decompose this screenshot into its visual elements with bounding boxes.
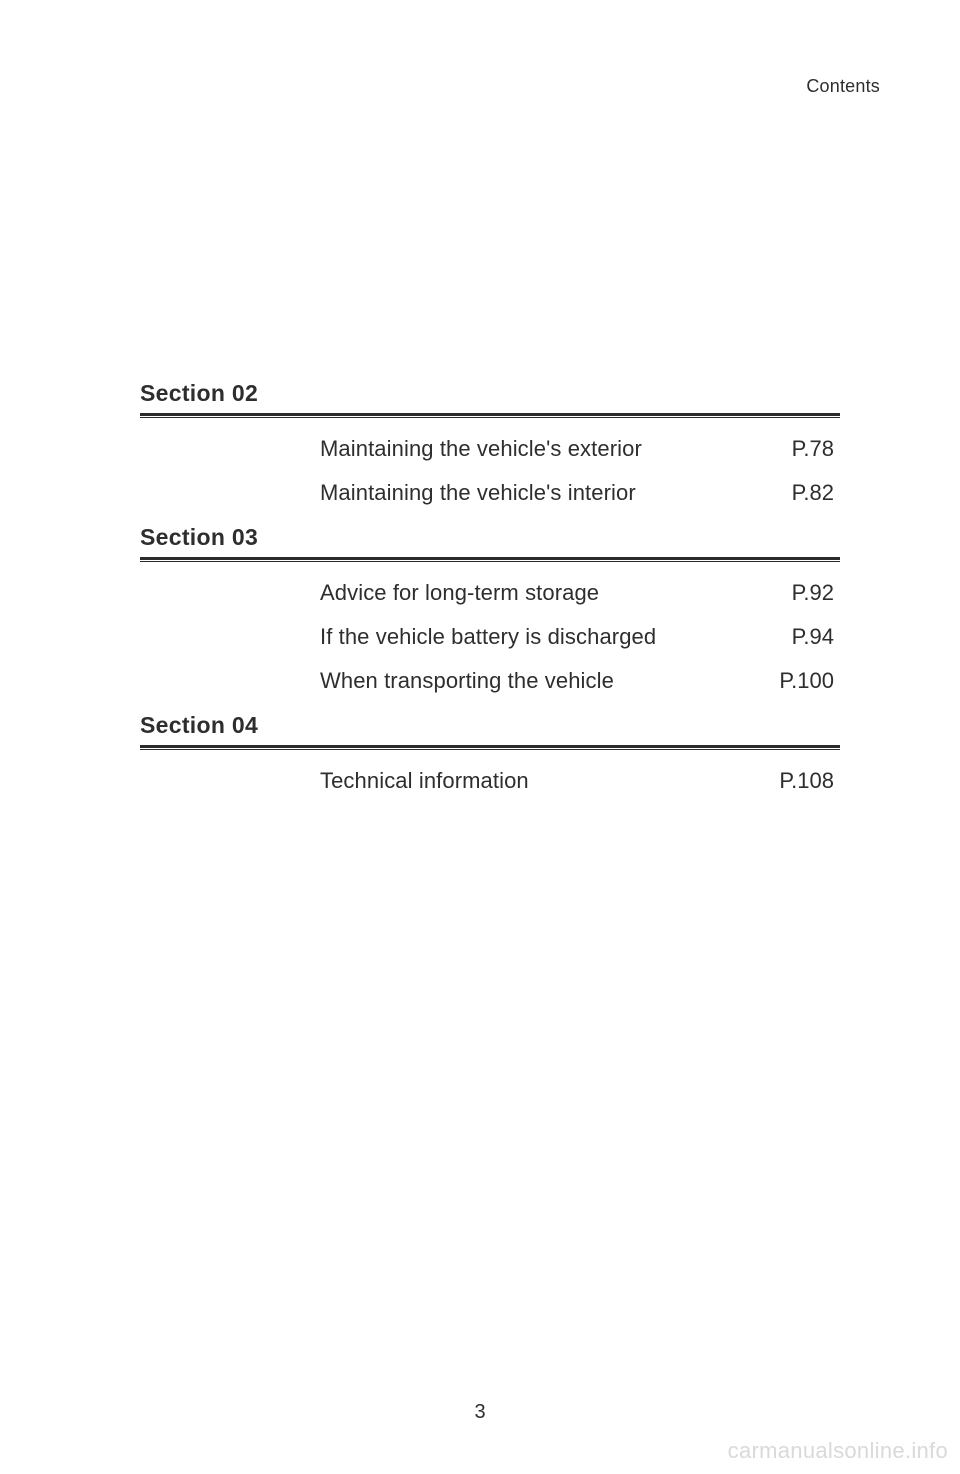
section-entries: Technical information P.108 xyxy=(140,768,840,794)
toc-entry-page: P.78 xyxy=(792,436,834,462)
section-rule xyxy=(140,557,840,562)
section-rule xyxy=(140,745,840,750)
toc-entry: Advice for long-term storage P.92 xyxy=(320,580,834,606)
section-entries: Advice for long-term storage P.92 If the… xyxy=(140,580,840,694)
section-label: Section 04 xyxy=(140,712,840,745)
toc-entry-page: P.92 xyxy=(792,580,834,606)
section-label: Section 03 xyxy=(140,524,840,557)
watermark: carmanualsonline.info xyxy=(728,1438,948,1464)
toc-entry-page: P.82 xyxy=(792,480,834,506)
section-label: Section 02 xyxy=(140,380,840,413)
table-of-contents: Section 02 Maintaining the vehicle's ext… xyxy=(140,380,840,794)
toc-section: Section 04 Technical information P.108 xyxy=(140,712,840,794)
page-number: 3 xyxy=(0,1401,960,1424)
toc-entry: Maintaining the vehicle's exterior P.78 xyxy=(320,436,834,462)
toc-entry-title: Technical information xyxy=(320,768,529,794)
header-label: Contents xyxy=(806,76,880,97)
toc-entry-title: Maintaining the vehicle's interior xyxy=(320,480,636,506)
toc-section: Section 03 Advice for long-term storage … xyxy=(140,524,840,694)
toc-section: Section 02 Maintaining the vehicle's ext… xyxy=(140,380,840,506)
toc-entry-page: P.100 xyxy=(779,668,834,694)
section-entries: Maintaining the vehicle's exterior P.78 … xyxy=(140,436,840,506)
page: Contents Section 02 Maintaining the vehi… xyxy=(0,0,960,1474)
toc-entry-page: P.108 xyxy=(779,768,834,794)
toc-entry-title: When transporting the vehicle xyxy=(320,668,614,694)
toc-entry-page: P.94 xyxy=(792,624,834,650)
toc-entry-title: Maintaining the vehicle's exterior xyxy=(320,436,642,462)
toc-entry: When transporting the vehicle P.100 xyxy=(320,668,834,694)
toc-entry: Technical information P.108 xyxy=(320,768,834,794)
toc-entry-title: If the vehicle battery is discharged xyxy=(320,624,656,650)
toc-entry: Maintaining the vehicle's interior P.82 xyxy=(320,480,834,506)
toc-entry-title: Advice for long-term storage xyxy=(320,580,599,606)
section-rule xyxy=(140,413,840,418)
toc-entry: If the vehicle battery is discharged P.9… xyxy=(320,624,834,650)
